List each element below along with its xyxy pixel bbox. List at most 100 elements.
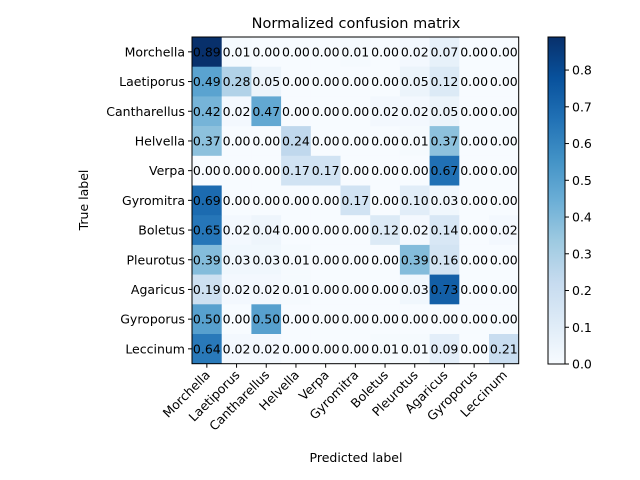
cell-value-label: 0.01 bbox=[401, 341, 429, 356]
y-tick-label: Pleurotus bbox=[127, 252, 185, 267]
cell-value-label: 0.00 bbox=[341, 223, 369, 238]
heatmap-cell bbox=[429, 126, 460, 157]
cell-value-label: 0.00 bbox=[312, 341, 340, 356]
cell-value-label: 0.00 bbox=[312, 133, 340, 148]
colorbar-tick-label: 0.4 bbox=[572, 210, 592, 225]
cell-value-label: 0.00 bbox=[371, 252, 399, 267]
heatmap-cell bbox=[221, 334, 252, 364]
cell-value-label: 0.00 bbox=[460, 341, 488, 356]
heatmap-cell bbox=[221, 274, 252, 305]
heatmap-cell bbox=[399, 66, 430, 97]
heatmap-cell bbox=[281, 66, 312, 97]
cell-value-label: 0.00 bbox=[490, 282, 518, 297]
cell-value-label: 0.01 bbox=[282, 252, 310, 267]
cell-value-label: 0.02 bbox=[252, 341, 280, 356]
cell-value-label: 0.09 bbox=[431, 341, 459, 356]
heatmap-cell bbox=[251, 155, 282, 186]
cell-value-labels: 0.89 0.01 0.00 0.00 0.00 0.01 0.00 0.02 0.07 0.00… bbox=[193, 44, 518, 356]
cell-value-label: 0.00 bbox=[371, 312, 399, 327]
heatmap-cell bbox=[251, 274, 282, 305]
heatmap-cell bbox=[399, 304, 430, 335]
y-tick-label: Agaricus bbox=[131, 282, 185, 297]
cell-value-label: 0.00 bbox=[490, 193, 518, 208]
cell-value-label: 0.00 bbox=[312, 74, 340, 89]
cell-value-label: 0.00 bbox=[401, 312, 429, 327]
cell-value-label: 0.17 bbox=[312, 163, 340, 178]
cell-value-label: 0.02 bbox=[401, 223, 429, 238]
heatmap-cell bbox=[399, 126, 430, 157]
heatmap-cell bbox=[251, 185, 282, 216]
heatmap-cell bbox=[370, 66, 401, 97]
colorbar-tick-label: 0.1 bbox=[572, 320, 592, 335]
cell-value-label: 0.00 bbox=[371, 193, 399, 208]
heatmap-cell bbox=[310, 126, 341, 157]
heatmap-cell bbox=[221, 96, 252, 127]
y-tick-label: Morchella bbox=[125, 44, 185, 59]
cell-value-label: 0.03 bbox=[431, 193, 459, 208]
heatmap-cell bbox=[192, 66, 222, 97]
heatmap-cell bbox=[310, 304, 341, 335]
heatmap-cell bbox=[489, 244, 519, 275]
cell-value-label: 0.19 bbox=[193, 282, 221, 297]
cell-value-label: 0.05 bbox=[431, 104, 459, 119]
heatmap-cell bbox=[459, 185, 490, 216]
cell-value-label: 0.00 bbox=[223, 163, 251, 178]
cell-value-label: 0.02 bbox=[401, 104, 429, 119]
heatmap-cell bbox=[370, 155, 401, 186]
heatmap-cell bbox=[251, 96, 282, 127]
heatmap-cell bbox=[310, 274, 341, 305]
cell-value-label: 0.03 bbox=[401, 282, 429, 297]
heatmap-cell bbox=[399, 185, 430, 216]
heatmap-cell bbox=[489, 126, 519, 157]
heatmap-cell bbox=[221, 215, 252, 246]
heatmap-cell bbox=[281, 274, 312, 305]
heatmap-cell bbox=[281, 96, 312, 127]
cell-value-label: 0.50 bbox=[252, 312, 280, 327]
cell-value-label: 0.00 bbox=[341, 341, 369, 356]
cell-value-label: 0.28 bbox=[223, 74, 251, 89]
cell-value-label: 0.39 bbox=[401, 252, 429, 267]
cell-value-label: 0.00 bbox=[252, 193, 280, 208]
heatmap-cell bbox=[251, 126, 282, 157]
heatmap-cell bbox=[340, 334, 371, 364]
heatmap-cell bbox=[429, 37, 460, 67]
cell-value-label: 0.00 bbox=[341, 74, 369, 89]
heatmap-cells bbox=[192, 37, 519, 364]
heatmap-cell bbox=[489, 304, 519, 335]
cell-value-label: 0.00 bbox=[341, 282, 369, 297]
y-tick-label: Gyromitra bbox=[122, 193, 185, 208]
cell-value-label: 0.00 bbox=[490, 163, 518, 178]
heatmap-cell bbox=[251, 244, 282, 275]
cell-value-label: 0.00 bbox=[371, 74, 399, 89]
cell-value-label: 0.02 bbox=[223, 341, 251, 356]
cell-value-label: 0.01 bbox=[371, 341, 399, 356]
cell-value-label: 0.00 bbox=[282, 223, 310, 238]
heatmap-cell bbox=[459, 66, 490, 97]
heatmap-cell bbox=[459, 334, 490, 364]
heatmap-cell bbox=[192, 215, 222, 246]
cell-value-label: 0.17 bbox=[341, 193, 369, 208]
cell-value-label: 0.24 bbox=[282, 133, 310, 148]
heatmap-cell bbox=[221, 66, 252, 97]
cell-value-label: 0.00 bbox=[282, 341, 310, 356]
cell-value-label: 0.42 bbox=[193, 104, 221, 119]
cell-value-label: 0.07 bbox=[431, 44, 459, 59]
heatmap-cell bbox=[340, 37, 371, 67]
colorbar-tick-label: 0.6 bbox=[572, 136, 592, 151]
heatmap-cell bbox=[370, 274, 401, 305]
heatmap-cell bbox=[281, 334, 312, 364]
cell-value-label: 0.01 bbox=[282, 282, 310, 297]
heatmap-cell bbox=[192, 185, 222, 216]
cell-value-label: 0.50 bbox=[193, 312, 221, 327]
cell-value-label: 0.02 bbox=[223, 104, 251, 119]
heatmap-cell bbox=[429, 185, 460, 216]
cell-value-label: 0.02 bbox=[252, 282, 280, 297]
heatmap-cell bbox=[310, 244, 341, 275]
cell-value-label: 0.02 bbox=[371, 104, 399, 119]
cell-value-label: 0.05 bbox=[252, 74, 280, 89]
cell-value-label: 0.00 bbox=[490, 74, 518, 89]
heatmap-cell bbox=[310, 96, 341, 127]
heatmap-cell bbox=[310, 185, 341, 216]
cell-value-label: 0.02 bbox=[223, 223, 251, 238]
cell-value-label: 0.00 bbox=[401, 163, 429, 178]
